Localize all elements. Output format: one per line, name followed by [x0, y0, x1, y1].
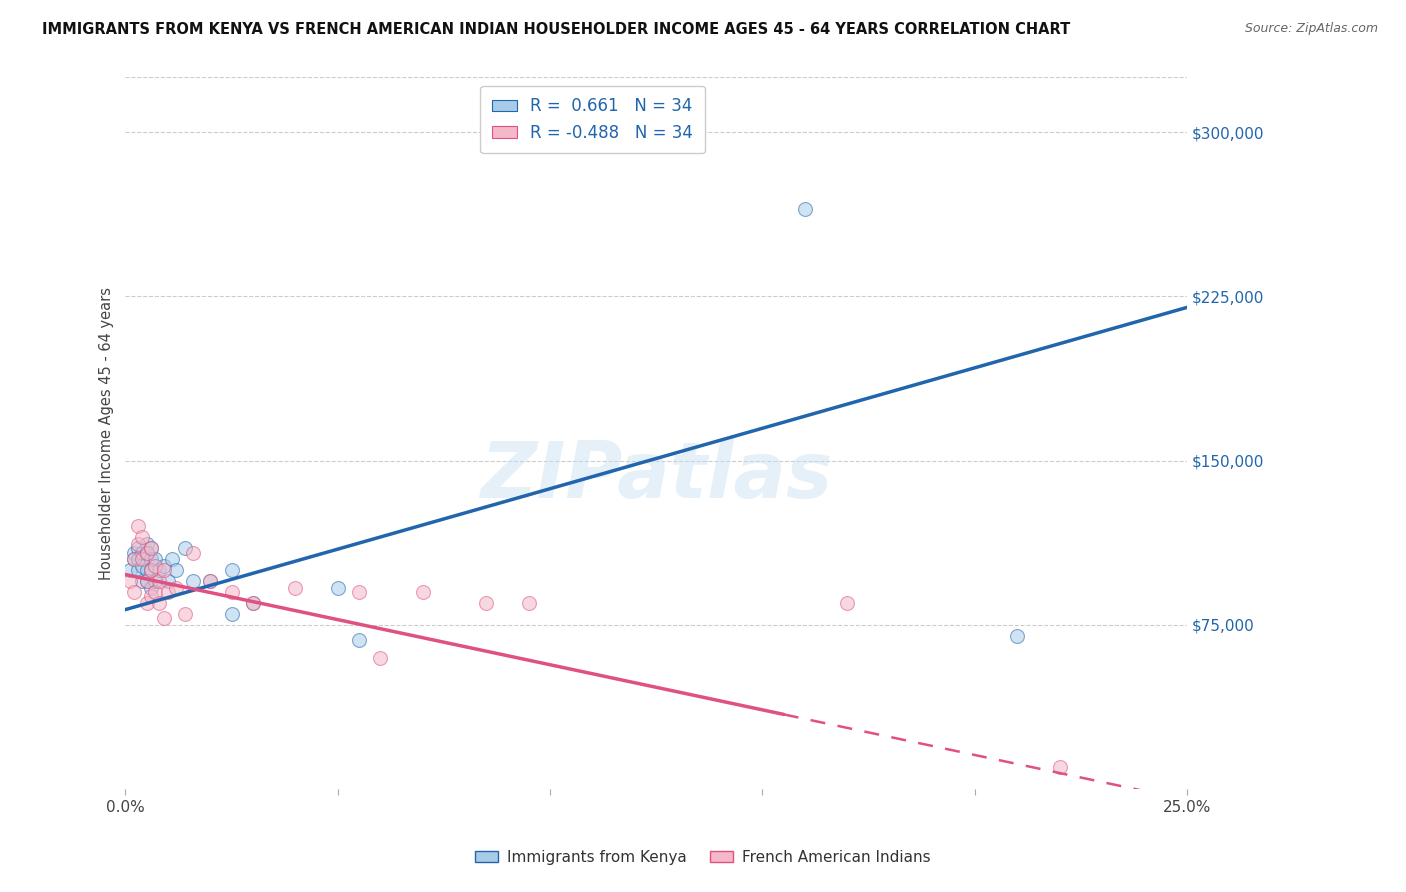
Point: [174, 541, 197, 556]
Point: [122, 585, 145, 599]
Point: [174, 607, 197, 621]
Point: [139, 541, 162, 556]
Point: [221, 563, 243, 577]
Text: ZIPatlas: ZIPatlas: [481, 438, 832, 514]
Point: [122, 546, 145, 560]
Point: [200, 574, 222, 588]
Point: [242, 596, 264, 610]
Point: [284, 581, 307, 595]
Point: [156, 574, 179, 588]
Point: [152, 563, 174, 577]
Point: [156, 585, 179, 599]
Point: [135, 546, 157, 560]
Point: [368, 650, 391, 665]
Point: [221, 607, 243, 621]
Legend: Immigrants from Kenya, French American Indians: Immigrants from Kenya, French American I…: [470, 844, 936, 871]
Point: [347, 633, 370, 648]
Point: [152, 611, 174, 625]
Point: [135, 537, 157, 551]
Point: [131, 546, 153, 560]
Point: [326, 581, 349, 595]
Point: [139, 581, 162, 595]
Point: [135, 574, 157, 588]
Point: [200, 574, 222, 588]
Point: [135, 574, 157, 588]
Point: [412, 585, 434, 599]
Point: [793, 202, 815, 216]
Point: [1005, 629, 1028, 643]
Point: [160, 552, 183, 566]
Point: [118, 574, 141, 588]
Point: [122, 552, 145, 566]
Point: [183, 546, 205, 560]
Point: [221, 585, 243, 599]
Point: [139, 563, 162, 577]
Point: [127, 552, 149, 566]
Point: [135, 596, 157, 610]
Point: [127, 563, 149, 577]
Point: [1049, 760, 1071, 774]
Point: [143, 552, 166, 566]
Point: [165, 563, 187, 577]
Point: [475, 596, 498, 610]
Point: [347, 585, 370, 599]
Point: [148, 574, 170, 588]
Point: [143, 585, 166, 599]
Point: [127, 519, 149, 533]
Point: [131, 530, 153, 544]
Point: [242, 596, 264, 610]
Y-axis label: Householder Income Ages 45 - 64 years: Householder Income Ages 45 - 64 years: [100, 287, 114, 580]
Point: [131, 574, 153, 588]
Point: [152, 558, 174, 573]
Point: [148, 596, 170, 610]
Point: [139, 563, 162, 577]
Point: [127, 541, 149, 556]
Point: [135, 563, 157, 577]
Text: IMMIGRANTS FROM KENYA VS FRENCH AMERICAN INDIAN HOUSEHOLDER INCOME AGES 45 - 64 : IMMIGRANTS FROM KENYA VS FRENCH AMERICAN…: [42, 22, 1070, 37]
Point: [127, 537, 149, 551]
Point: [165, 581, 187, 595]
Point: [148, 563, 170, 577]
Point: [139, 541, 162, 556]
Point: [122, 552, 145, 566]
Text: Source: ZipAtlas.com: Source: ZipAtlas.com: [1244, 22, 1378, 36]
Point: [143, 558, 166, 573]
Point: [135, 546, 157, 560]
Point: [143, 574, 166, 588]
Point: [118, 563, 141, 577]
Legend: R =  0.661   N = 34, R = -0.488   N = 34: R = 0.661 N = 34, R = -0.488 N = 34: [481, 86, 704, 153]
Point: [131, 552, 153, 566]
Point: [139, 552, 162, 566]
Point: [183, 574, 205, 588]
Point: [837, 596, 859, 610]
Point: [139, 590, 162, 604]
Point: [517, 596, 540, 610]
Point: [131, 558, 153, 573]
